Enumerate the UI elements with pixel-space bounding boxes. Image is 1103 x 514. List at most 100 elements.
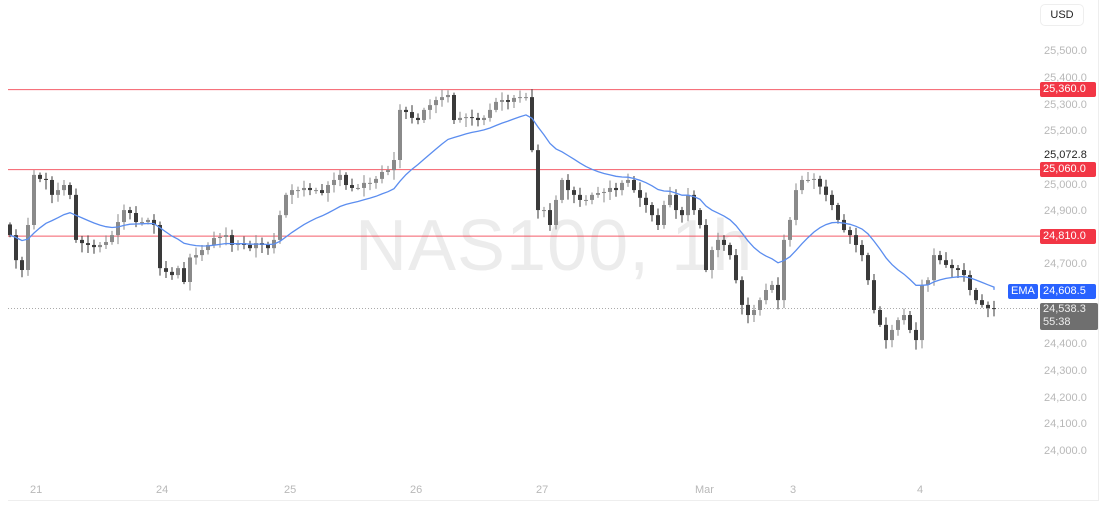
- candle-body: [884, 324, 888, 341]
- candle-body: [866, 255, 870, 281]
- time-tick-label: Mar: [695, 484, 714, 496]
- candle-body: [44, 178, 48, 180]
- session-high-label: 25,072.8: [1044, 149, 1087, 161]
- candle-body: [14, 235, 18, 261]
- candle-body: [782, 239, 786, 301]
- candle-body: [956, 268, 960, 271]
- candle-body: [290, 190, 294, 195]
- candle-body: [428, 105, 432, 110]
- candle-body: [62, 185, 66, 191]
- candle-body: [734, 255, 738, 281]
- price-plot[interactable]: [0, 0, 1040, 478]
- candle-body: [902, 315, 906, 321]
- candle-body: [542, 210, 546, 212]
- candle-body: [206, 244, 210, 251]
- candle-body: [524, 97, 528, 99]
- candle-body: [188, 257, 192, 282]
- candle-body: [146, 219, 150, 223]
- candle-body: [500, 100, 504, 102]
- candle-body: [806, 179, 810, 181]
- candle-body: [362, 182, 366, 188]
- candle-body: [656, 215, 660, 225]
- candle-body: [374, 178, 378, 183]
- candle-body: [878, 309, 882, 325]
- last-price-value: 24,538.3: [1043, 303, 1086, 315]
- level-tag-25360: 25,360.0: [1040, 82, 1096, 97]
- candle-body: [932, 255, 936, 281]
- candle-body: [140, 222, 144, 224]
- candle-body: [446, 94, 450, 98]
- candle-body: [566, 179, 570, 191]
- symbol-watermark: NAS100, 1h: [355, 206, 754, 286]
- candle-body: [254, 243, 258, 249]
- candle-body: [416, 117, 420, 121]
- candle-body: [518, 97, 522, 99]
- candle-body: [464, 117, 468, 119]
- ema-label: EMA: [1008, 284, 1038, 299]
- candle-body: [668, 194, 672, 206]
- time-tick-label: 26: [410, 484, 423, 496]
- candle-body: [356, 187, 360, 189]
- candle-body: [980, 300, 984, 305]
- candle-body: [704, 224, 708, 271]
- candle-body: [380, 171, 384, 179]
- price-tick-label: 24,100.0: [1044, 418, 1087, 431]
- candle-body: [80, 239, 84, 244]
- candle-body: [212, 238, 216, 245]
- candle-body: [614, 187, 618, 191]
- candle-body: [302, 187, 306, 191]
- candle-body: [788, 219, 792, 240]
- candle-body: [536, 150, 540, 211]
- time-tick-label: 3: [790, 484, 797, 496]
- candle-body: [890, 329, 894, 341]
- candle-body: [452, 94, 456, 121]
- candle-body: [926, 280, 930, 285]
- candle-body: [512, 97, 516, 102]
- candle-body: [992, 308, 996, 310]
- candle-body: [134, 212, 138, 223]
- candle-body: [422, 109, 426, 121]
- candle-body: [68, 185, 72, 195]
- candle-body: [266, 244, 270, 249]
- time-tick-label: 21: [30, 484, 43, 496]
- candle-body: [632, 179, 636, 191]
- candle-body: [332, 179, 336, 186]
- candle-body: [110, 235, 114, 243]
- price-tick-label: 24,300.0: [1044, 365, 1087, 378]
- candle-body: [812, 178, 816, 180]
- chart-frame[interactable]: [8, 0, 1099, 501]
- candle-body: [98, 244, 102, 248]
- candle-body: [284, 194, 288, 216]
- candle-body: [104, 242, 108, 245]
- level-tag-25060: 25,060.0: [1040, 162, 1096, 177]
- price-tick-label: 25,000.0: [1044, 178, 1087, 191]
- candle-body: [440, 97, 444, 101]
- candle-body: [38, 174, 42, 179]
- candle-body: [650, 205, 654, 216]
- currency-button[interactable]: USD: [1040, 4, 1084, 26]
- candle-body: [20, 260, 24, 271]
- candle-body: [824, 186, 828, 195]
- candle-body: [482, 117, 486, 121]
- candle-body: [602, 191, 606, 194]
- candle-body: [56, 190, 60, 195]
- candle-body: [248, 244, 252, 249]
- candle-body: [224, 235, 228, 237]
- candle-body: [278, 215, 282, 240]
- candle-body: [572, 190, 576, 195]
- candle-body: [26, 224, 30, 271]
- candle-body: [608, 187, 612, 192]
- candle-body: [590, 194, 594, 200]
- candle-body: [404, 109, 408, 113]
- candle-body: [326, 185, 330, 194]
- candle-body: [560, 179, 564, 200]
- price-tick-label: 24,900.0: [1044, 205, 1087, 218]
- candle-body: [74, 194, 78, 240]
- candle-body: [776, 284, 780, 301]
- candle-body: [368, 182, 372, 184]
- level-tag-24810: 24,810.0: [1040, 229, 1096, 244]
- candle-body: [686, 194, 690, 216]
- candle-body: [86, 243, 90, 245]
- candle-body: [398, 109, 402, 160]
- candle-body: [626, 179, 630, 183]
